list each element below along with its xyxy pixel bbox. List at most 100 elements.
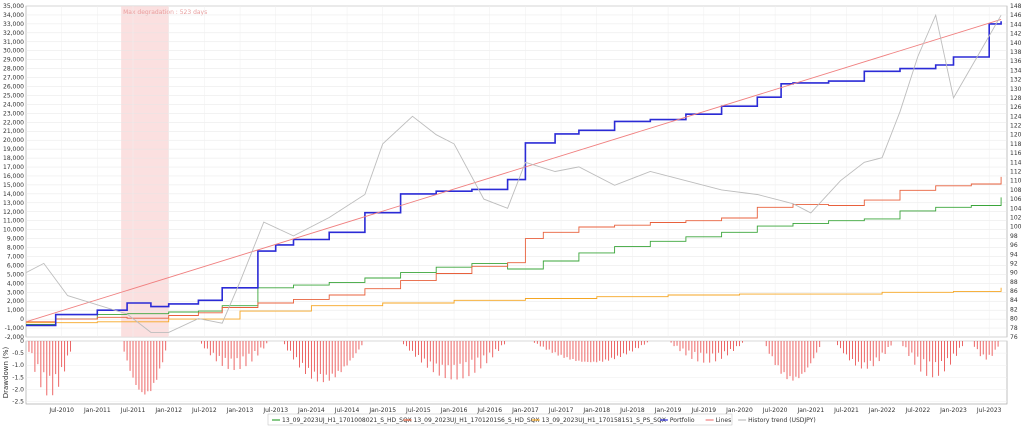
y-right-tick-label: 134 [1010,67,1022,74]
x-tick-label: Jan-2013 [226,407,254,414]
y-left-tick-label: 30,000 [3,48,24,55]
y-left-tick-label: 10,000 [3,227,24,234]
drawdown-tick-label: 0 [20,338,24,345]
y-right-tick-label: 102 [1010,214,1022,221]
y-left-tick-label: -2,000 [5,334,25,341]
x-tick-label: Jan-2021 [796,407,824,414]
series-line [26,197,1002,325]
x-tick-label: Jan-2022 [868,407,896,414]
equity-plot-area: Max degradation : 523 days -2,000 -1,000 0 1… [3,3,1022,341]
y-right-tick-label: 98 [1010,233,1018,240]
y-right-tick-label: 100 [1010,224,1022,231]
y-right-tick-label: 82 [1010,306,1018,313]
y-right-tick-label: 126 [1010,104,1022,111]
y-right-tick-label: 108 [1010,187,1022,194]
legend: 13_09_2023UJ_H1_1701008021_S_HD_SQX 13_09… [267,413,816,426]
x-tick-label: Jul-2016 [476,407,502,414]
series-line [26,287,1002,324]
drawdown-tick-label: -2.5 [12,399,24,406]
x-tick-label: Jan-2023 [939,407,967,414]
y-right-tick-label: 116 [1010,150,1022,157]
y-left-tick-label: 20,000 [3,137,24,144]
y-left-tick-label: 18,000 [3,155,24,162]
y-right-tick-label: 112 [1010,169,1022,176]
main-plot-frame [25,5,1008,338]
y-right-tick-label: 130 [1010,86,1022,93]
x-tick-label: Jan-2018 [582,407,610,414]
y-right-tick-label: 96 [1010,242,1018,249]
y-left-tick-label: -1,000 [5,325,25,332]
y-left-tick-label: 6,000 [7,262,24,269]
series-line [25,18,1002,323]
legend-entry: 13_09_2023UJ_H1_1701008021_S_HD_SQX [282,417,412,424]
y-right-tick-label: 132 [1010,77,1022,84]
y-right-tick-label: 140 [1010,40,1022,47]
y-left-tick-label: 29,000 [3,57,24,64]
x-tick-label: Jul-2010 [48,407,74,414]
y-left-tick-label: 15,000 [3,182,24,189]
y-left-tick-label: 11,000 [3,218,24,225]
y-right-tick-label: 84 [1010,297,1018,304]
y-left-tick-label: 12,000 [3,209,24,216]
y-left-tick-label: 21,000 [3,128,24,135]
x-tick-label: Jul-2014 [334,407,360,414]
x-tick-label: Jan-2019 [654,407,682,414]
y-left-tick-label: 8,000 [7,245,24,252]
y-left-tick-label: 17,000 [3,164,24,171]
y-right-tick-label: 122 [1010,123,1022,130]
y-right-tick-label: 76 [1010,334,1018,341]
y-left-tick-label: 4,000 [7,280,24,287]
x-tick-label: Jul-2013 [262,407,288,414]
y-right-tick-label: 138 [1010,49,1022,56]
x-tick-label: Jul-2012 [191,407,217,414]
y-right-tick-label: 128 [1010,95,1022,102]
y-right-tick-label: 118 [1010,141,1022,148]
y-right-tick-label: 120 [1010,132,1022,139]
y-right-tick-label: 148 [1010,3,1022,10]
x-tick-label: Jan-2020 [725,407,753,414]
y-left-tick-label: 1,000 [7,307,24,314]
legend-entry: 13_09_2023UJ_H1_1701581S1_S_PS_SQX [542,417,666,424]
x-tick-label: Jul-2021 [833,407,859,414]
x-tick-label: Jul-2019 [690,407,716,414]
x-tick-label: Jul-2017 [548,407,574,414]
x-tick-label: Jan-2012 [154,407,182,414]
y-right-tick-label: 146 [1010,12,1022,19]
y-right-tick-label: 110 [1010,178,1022,185]
y-left-tick-label: 7,000 [7,253,24,260]
y-right-tick-label: 94 [1010,251,1018,258]
y-right-tick-label: 92 [1010,260,1018,267]
series-line [25,13,1002,333]
x-tick-label: Jan-2011 [83,407,111,414]
y-left-tick-label: 5,000 [7,271,24,278]
x-tick-label: Jul-2011 [120,407,146,414]
y-left-tick-label: 22,000 [3,119,24,126]
y-left-tick-label: 0 [20,316,24,323]
y-right-tick-label: 114 [1010,159,1022,166]
drawdown-tick-label: -0.5 [12,350,24,357]
series-line [26,176,1002,323]
y-left-tick-label: 23,000 [3,110,24,117]
x-tick-label: Jan-2016 [440,407,468,414]
y-right-tick-label: 78 [1010,325,1018,332]
y-right-tick-label: 88 [1010,279,1018,286]
y-left-tick-label: 24,000 [3,101,24,108]
y-left-tick-label: 25,000 [3,92,24,99]
series-line [26,21,1002,327]
y-left-tick-label: 31,000 [3,39,24,46]
y-right-tick-label: 86 [1010,288,1018,295]
y-right-tick-label: 136 [1010,58,1022,65]
x-tick-label: Jul-2023 [976,407,1002,414]
y-right-tick-label: 80 [1010,316,1018,323]
x-tick-label: Jul-2015 [405,407,431,414]
drawdown-plot-frame [25,340,1008,405]
x-axis: Jul-2010 Jan-2011 Jul-2011 Jan-2012 Jul-2012… [48,407,1001,414]
y-left-tick-label: 35,000 [3,3,24,10]
y-left-tick-label: 26,000 [3,84,24,91]
y-right-tick-label: 124 [1010,113,1022,120]
y-left-tick-label: 2,000 [7,298,24,305]
legend-box [267,413,733,426]
x-tick-label: Jan-2014 [297,407,325,414]
